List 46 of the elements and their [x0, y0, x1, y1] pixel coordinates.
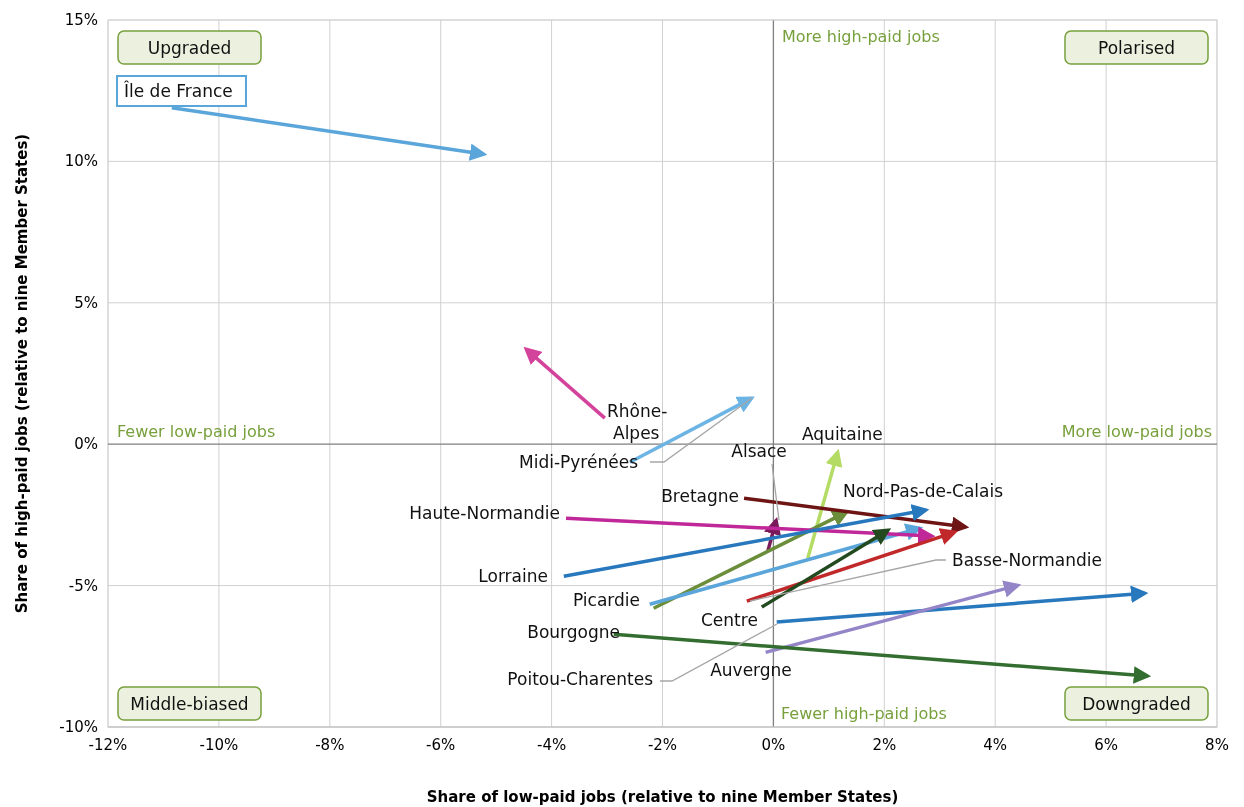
annotation: Polarised	[1097, 38, 1176, 58]
series-label: Bourgogne	[527, 622, 620, 642]
series-label: Picardie	[572, 590, 640, 610]
x-tick-label: -8%	[315, 736, 345, 754]
text: Alsace	[731, 441, 787, 461]
y-tick-label: -10%	[59, 718, 98, 736]
y-tick-label: 0%	[74, 435, 98, 454]
text: Poitou-Charentes	[507, 669, 654, 689]
series-label: Lorraine	[478, 566, 548, 586]
annotation: Upgraded	[147, 38, 232, 58]
quadrant-label-box: Polarised	[1064, 30, 1209, 65]
series-label: Haute-Normandie	[409, 503, 560, 523]
x-tick-label: -10%	[199, 736, 239, 754]
series-label: Midi-Pyrénées	[519, 452, 639, 472]
quadrant-label-box: Downgraded	[1064, 686, 1209, 721]
x-tick-label: 8%	[1205, 736, 1229, 754]
annotation: More high-paid jobs	[782, 27, 940, 46]
y-tick-label: 15%	[64, 11, 98, 29]
series-label: Centre	[701, 610, 758, 630]
y-tick-label: 10%	[64, 152, 98, 171]
y-tick-label: -5%	[68, 576, 98, 595]
y-axis-title: Share of high-paid jobs (relative to nine Member States)	[13, 133, 31, 614]
series-label: Bretagne	[661, 486, 739, 506]
annotation: Downgraded	[1082, 694, 1191, 714]
x-tick-label: 2%	[872, 736, 897, 754]
series-label: Nord-Pas-de-Calais	[843, 481, 1004, 501]
series-label: Île de France	[123, 80, 233, 101]
x-tick-label: -6%	[426, 736, 456, 754]
x-tick-label: -12%	[88, 736, 128, 754]
x-axis-title: Share of low-paid jobs (relative to nine Member States)	[426, 788, 899, 806]
x-tick-label: -2%	[647, 736, 678, 754]
annotation: Fewer high-paid jobs	[781, 704, 947, 723]
series-label: Aquitaine	[802, 424, 883, 444]
x-tick-label: 4%	[983, 736, 1008, 754]
series-label: Auvergne	[710, 660, 792, 680]
y-tick-label: 5%	[74, 293, 98, 312]
x-tick-label: 0%	[761, 736, 786, 754]
x-tick-label: -4%	[536, 736, 567, 754]
x-tick-label: 6%	[1094, 736, 1118, 754]
quadrant-label-box: Upgraded	[117, 30, 262, 65]
annotation: Fewer low-paid jobs	[117, 422, 276, 441]
annotation: More low-paid jobs	[1061, 422, 1212, 441]
series-label: Basse-Normandie	[952, 550, 1102, 570]
quadrant-label-box: Middle-biased	[117, 686, 262, 721]
series-label: Rhône-Alpes	[607, 401, 668, 443]
annotation: Middle-biased	[130, 694, 249, 714]
